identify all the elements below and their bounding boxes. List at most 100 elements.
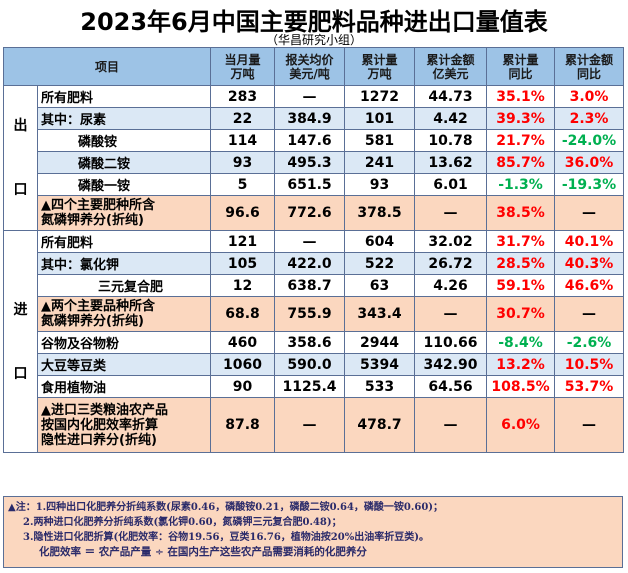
fertilizer-trade-table: 项目 当月量 万吨 报关均价 美元/吨 累计量 万吨 累计金额 亿美元 累计量 … <box>2 47 625 453</box>
cell-value: 96.6 <box>210 195 276 231</box>
note-4: 化肥效率 ＝ 农产品产量 ÷ 在国内生产这些农产品需要消耗的化肥养分 <box>39 546 367 558</box>
cell-value: 604 <box>344 230 416 253</box>
cell-value: — <box>554 195 625 231</box>
cell-value: 772.6 <box>274 195 346 231</box>
cell-value: 46.6% <box>554 274 625 297</box>
cell-value: 478.7 <box>344 397 416 453</box>
cell-value: — <box>414 296 488 332</box>
cell-value: 12 <box>210 274 276 297</box>
row-label: ▲进口三类粮油农产品 按国内化肥效率折算 隐性进口养分(折纯) <box>36 397 212 453</box>
export-row: 出口所有肥料 283—1272 44.73 35.1% 3.0% <box>3 85 625 231</box>
cell-value: 358.6 <box>274 331 346 354</box>
cell-value: 59.1% <box>486 274 556 297</box>
cell-value: 460 <box>210 331 276 354</box>
page-subtitle: （华昌研究小组） <box>265 33 362 47</box>
cell-value: 10.5% <box>554 353 625 376</box>
cell-value: 13.2% <box>486 353 556 376</box>
header-item: 项目 <box>2 47 212 86</box>
cell-value: 108.5% <box>486 375 556 398</box>
row-label: 磷酸二铵 <box>36 151 212 174</box>
export-row: 磷酸二铵 93 495.3 241 13.62 85.7% 36.0% <box>4 151 625 174</box>
cell-value: -24.0% <box>554 129 625 152</box>
cell-value: — <box>274 85 346 108</box>
row-label: 磷酸铵 <box>36 129 212 152</box>
header-cum-volume: 累计量 万吨 <box>344 47 416 86</box>
cell-value: — <box>414 397 488 453</box>
cell-value: -19.3% <box>554 173 625 196</box>
cell-value: 64.56 <box>414 375 488 398</box>
cell-value: 93 <box>210 151 276 174</box>
cell-value: — <box>274 397 346 453</box>
header-row: 项目 当月量 万吨 报关均价 美元/吨 累计量 万吨 累计金额 亿美元 累计量 … <box>2 47 625 86</box>
cell-value: 39.3% <box>486 107 556 130</box>
cell-value: — <box>554 296 625 332</box>
cell-value: 53.7% <box>554 375 625 398</box>
import-row: 其中：氯化钾 105 422.0 522 26.72 28.5% 40.3% <box>4 252 625 275</box>
import-row: 三元复合肥 12 638.7 63 4.26 59.1% 46.6% <box>4 274 625 297</box>
cell-value: 147.6 <box>274 129 346 152</box>
import-row: 大豆等豆类 1060 590.0 5394 342.90 13.2% 10.5% <box>4 353 625 376</box>
cell-value: 651.5 <box>274 173 346 196</box>
row-label: 其中：尿素 <box>36 107 212 130</box>
cell-value: 40.3% <box>554 252 625 275</box>
cell-value: 422.0 <box>274 252 346 275</box>
cell-value: 32.02 <box>414 230 488 253</box>
import-row: 食用植物油 90 1125.4 533 64.56 108.5% 53.7% <box>4 375 625 398</box>
header-cum-volume-yoy: 累计量 同比 <box>486 47 556 86</box>
cell-value: 342.90 <box>414 353 488 376</box>
cell-value: — <box>414 195 488 231</box>
export-group-label: 出口 <box>3 85 38 231</box>
cell-value: 581 <box>344 129 416 152</box>
cell-value: 755.9 <box>274 296 346 332</box>
cell-value: 3.0% <box>554 85 625 108</box>
cell-value: 6.0% <box>486 397 556 453</box>
cell-value: 21.7% <box>486 129 556 152</box>
cell-value: 105 <box>210 252 276 275</box>
row-label: 其中：氯化钾 <box>36 252 212 275</box>
cell-value: 533 <box>344 375 416 398</box>
header-cum-value: 累计金额 亿美元 <box>414 47 488 86</box>
cell-value: 36.0% <box>554 151 625 174</box>
cell-value: -1.3% <box>486 173 556 196</box>
import-row: ▲两个主要品种所含 氮磷钾养分(折纯) 68.8 755.9 343.4—30.7% — <box>4 296 625 332</box>
cell-value: 87.8 <box>210 397 276 453</box>
note-3: 3.隐性进口化肥折算(化肥效率：谷物19.56，豆类16.76，植物油按20%出… <box>23 532 429 543</box>
cell-value: 10.78 <box>414 129 488 152</box>
note-1: ▲注：1.四种出口化肥养分折纯系数(尿素0.46，磷酸铵0.21，磷酸二铵0.6… <box>8 502 444 513</box>
cell-value: 495.3 <box>274 151 346 174</box>
header-monthly-volume: 当月量 万吨 <box>210 47 276 86</box>
cell-value: 343.4 <box>344 296 416 332</box>
cell-value: 93 <box>344 173 416 196</box>
import-row: ▲进口三类粮油农产品 按国内化肥效率折算 隐性进口养分(折纯) 87.8—478.… <box>4 397 625 453</box>
cell-value: 2944 <box>344 331 416 354</box>
cell-value: 590.0 <box>274 353 346 376</box>
row-label: 三元复合肥 <box>36 274 212 297</box>
cell-value: 40.1% <box>554 230 625 253</box>
cell-value: 2.3% <box>554 107 625 130</box>
row-label: 磷酸一铵 <box>36 173 212 196</box>
cell-value: 638.7 <box>274 274 346 297</box>
export-row: 磷酸一铵 5 651.5 93 6.01 -1.3% -19.3% <box>4 173 625 196</box>
cell-value: 30.7% <box>486 296 556 332</box>
cell-value: 114 <box>210 129 276 152</box>
row-label: ▲四个主要肥种所含 氮磷钾养分(折纯) <box>36 195 212 231</box>
cell-value: 1272 <box>344 85 416 108</box>
cell-value: 4.26 <box>414 274 488 297</box>
page-title: 2023年6月中国主要肥料品种进出口量值表 <box>80 8 548 36</box>
cell-value: 1060 <box>210 353 276 376</box>
row-label: ▲两个主要品种所含 氮磷钾养分(折纯) <box>36 296 212 332</box>
cell-value: 378.5 <box>344 195 416 231</box>
cell-value: — <box>274 230 346 253</box>
cell-value: 63 <box>344 274 416 297</box>
row-label: 食用植物油 <box>36 375 212 398</box>
cell-value: 121 <box>210 230 276 253</box>
notes-box: ▲注：1.四种出口化肥养分折纯系数(尿素0.46，磷酸铵0.21，磷酸二铵0.6… <box>3 496 623 568</box>
export-row: ▲四个主要肥种所含 氮磷钾养分(折纯) 96.6 772.6 378.5—38.5% — <box>4 195 625 231</box>
row-label: 大豆等豆类 <box>36 353 212 376</box>
cell-value: 4.42 <box>414 107 488 130</box>
row-label: 谷物及谷物粉 <box>36 331 212 354</box>
cell-value: -8.4% <box>486 331 556 354</box>
cell-value: 241 <box>344 151 416 174</box>
cell-value: 522 <box>344 252 416 275</box>
cell-value: 5 <box>210 173 276 196</box>
